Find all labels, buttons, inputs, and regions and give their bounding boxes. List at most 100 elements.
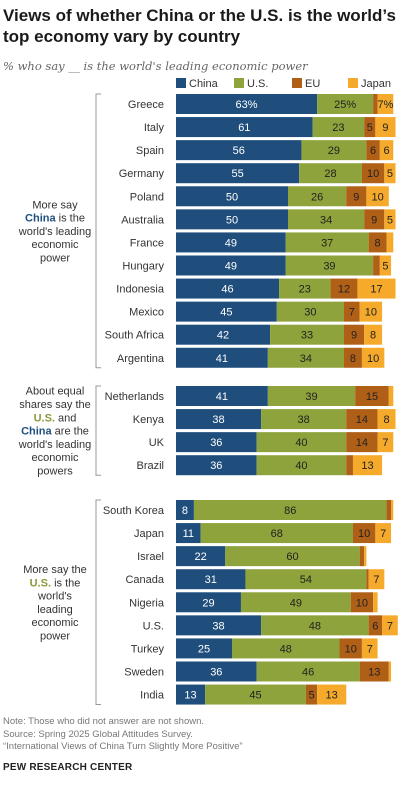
data-label: 8 [370,330,376,342]
legend-label-1: U.S. [247,78,268,90]
data-label: 7 [367,643,373,655]
country-label: Indonesia [116,284,165,296]
data-label: 7 [380,528,386,540]
bar-segment-us [312,117,365,138]
bar-segment-china [176,324,271,345]
bar-segment-japan [357,278,396,299]
bar-segment-china [176,117,313,138]
bar-segment-japan [377,94,394,114]
data-label: 46 [302,666,314,678]
country-label: Japan [134,528,164,540]
country-label: Netherlands [105,391,165,403]
group-bracket-2 [95,499,101,706]
country-label: Poland [130,191,164,203]
bar-segment-us [193,500,387,520]
country-label: UK [149,437,165,449]
data-label: 39 [305,391,317,403]
data-label: 14 [356,414,368,426]
legend-label-3: Japan [361,78,391,90]
country-label: Australia [121,214,165,226]
bar-segment-us [267,386,356,406]
data-label: 30 [304,307,316,319]
data-label: 7% [377,99,393,111]
data-label: 6 [372,620,378,632]
data-label: 10 [356,597,368,609]
data-label: 8 [383,414,389,426]
bar-segment-japan [375,117,396,138]
data-label: 8 [182,505,188,517]
chart-title: Views of whether China or the U.S. is th… [3,6,396,46]
bar-segment-eu [344,347,362,368]
data-label: 36 [210,460,222,472]
bar-segment-china [176,255,286,276]
bar-segment-eu [355,386,389,406]
legend-swatch-3 [348,78,358,88]
group-label-line-1-1: shares say the [19,399,91,411]
data-label: 31 [205,574,217,586]
legend-swatch-0 [176,78,186,88]
group-bracket-1 [95,385,101,476]
country-label: Germany [119,168,165,180]
data-label: 34 [300,353,312,365]
bar-segment-china [176,523,201,544]
data-label: 7 [373,574,379,586]
data-label: 38 [212,414,224,426]
bar-segment-japan [391,500,394,520]
bar-segment-eu [373,94,378,114]
footer-report: “International Views of China Turn Sligh… [3,741,243,752]
bar-segment-eu [368,615,383,636]
data-label: 86 [284,505,296,517]
bar-segment-japan [386,232,394,253]
data-label: 48 [280,643,292,655]
country-label: Hungary [122,260,164,272]
data-label: 13 [184,690,196,702]
country-label: South Korea [103,505,165,517]
group-label-line-1-6: powers [37,466,73,478]
data-label: 45 [249,690,261,702]
data-label: 39 [323,260,335,272]
data-label: 56 [233,145,245,157]
group-label-line-1-3: China are the [21,426,89,438]
bar-segment-us [317,94,374,114]
bar-segment-us [261,615,369,636]
bar-segment-us [301,140,367,161]
bar-segment-eu [350,592,374,613]
bar-segment-us [276,301,344,322]
chart-subtitle: % who say __ is the world's leading econ… [3,59,308,73]
bar-segment-us [205,684,306,705]
bar-segment-eu [368,232,387,253]
data-label: 5 [387,168,393,180]
bar-segment-eu [346,186,367,207]
data-label: 68 [271,528,283,540]
data-label: 42 [217,330,229,342]
data-label: 10 [365,307,377,319]
bar-segment-us [270,324,344,345]
bar-segment-japan [364,324,383,345]
country-label: Italy [144,122,165,134]
bar-segment-us [245,569,367,590]
data-label: 41 [216,353,228,365]
group-label-line-1-0: About equal [26,386,85,398]
data-label: 36 [210,437,222,449]
data-label: 5 [367,122,373,134]
data-label: 40 [295,437,307,449]
data-label: 10 [367,168,379,180]
bar-segment-china [176,301,277,322]
bar-segment-eu [361,163,385,184]
group-label-line-0-0: More say [32,199,78,211]
bar-segment-china [176,232,286,253]
data-label: 48 [309,620,321,632]
bar-segment-china [176,409,262,430]
country-label: Brazil [136,460,164,472]
bar-segment-china [176,661,257,682]
data-label: 49 [225,237,237,249]
bar-segment-japan [361,638,378,659]
bar-segment-eu [330,278,358,299]
bar-segment-japan [317,684,347,705]
footer-source: Source: Spring 2025 Global Attitudes Sur… [3,728,193,740]
country-label: Israel [137,551,164,563]
data-label: 33 [301,330,313,342]
bar-segment-japan [373,592,378,613]
data-label: 49 [225,260,237,272]
bar-segment-japan [364,546,367,567]
